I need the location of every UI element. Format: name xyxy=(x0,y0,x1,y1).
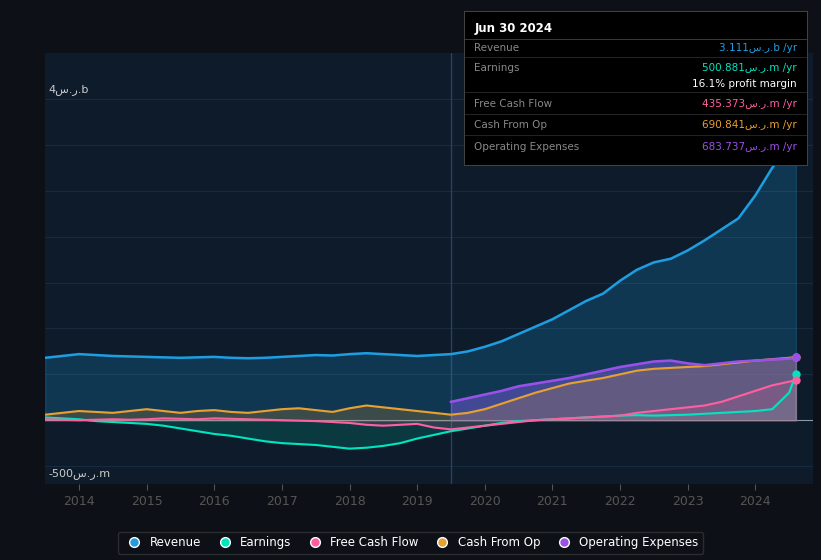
Text: 500.881س.ر.m /yr: 500.881س.ر.m /yr xyxy=(702,63,796,73)
Text: Operating Expenses: Operating Expenses xyxy=(475,142,580,152)
Text: Cash From Op: Cash From Op xyxy=(475,120,547,130)
Text: Revenue: Revenue xyxy=(475,43,520,53)
Text: Jun 30 2024: Jun 30 2024 xyxy=(475,22,553,35)
Text: 4س.ر.b: 4س.ر.b xyxy=(48,85,89,95)
Text: 690.841س.ر.m /yr: 690.841س.ر.m /yr xyxy=(702,120,796,130)
Text: Earnings: Earnings xyxy=(475,63,520,73)
Text: 435.373س.ر.m /yr: 435.373س.ر.m /yr xyxy=(702,99,796,109)
Text: 683.737س.ر.m /yr: 683.737س.ر.m /yr xyxy=(702,142,796,152)
Text: 3.111س.ر.b /yr: 3.111س.ر.b /yr xyxy=(718,43,796,53)
Text: 16.1% profit margin: 16.1% profit margin xyxy=(692,78,796,88)
Legend: Revenue, Earnings, Free Cash Flow, Cash From Op, Operating Expenses: Revenue, Earnings, Free Cash Flow, Cash … xyxy=(118,531,703,554)
Text: -500س.ر.m: -500س.ر.m xyxy=(48,468,111,479)
Text: Free Cash Flow: Free Cash Flow xyxy=(475,99,553,109)
